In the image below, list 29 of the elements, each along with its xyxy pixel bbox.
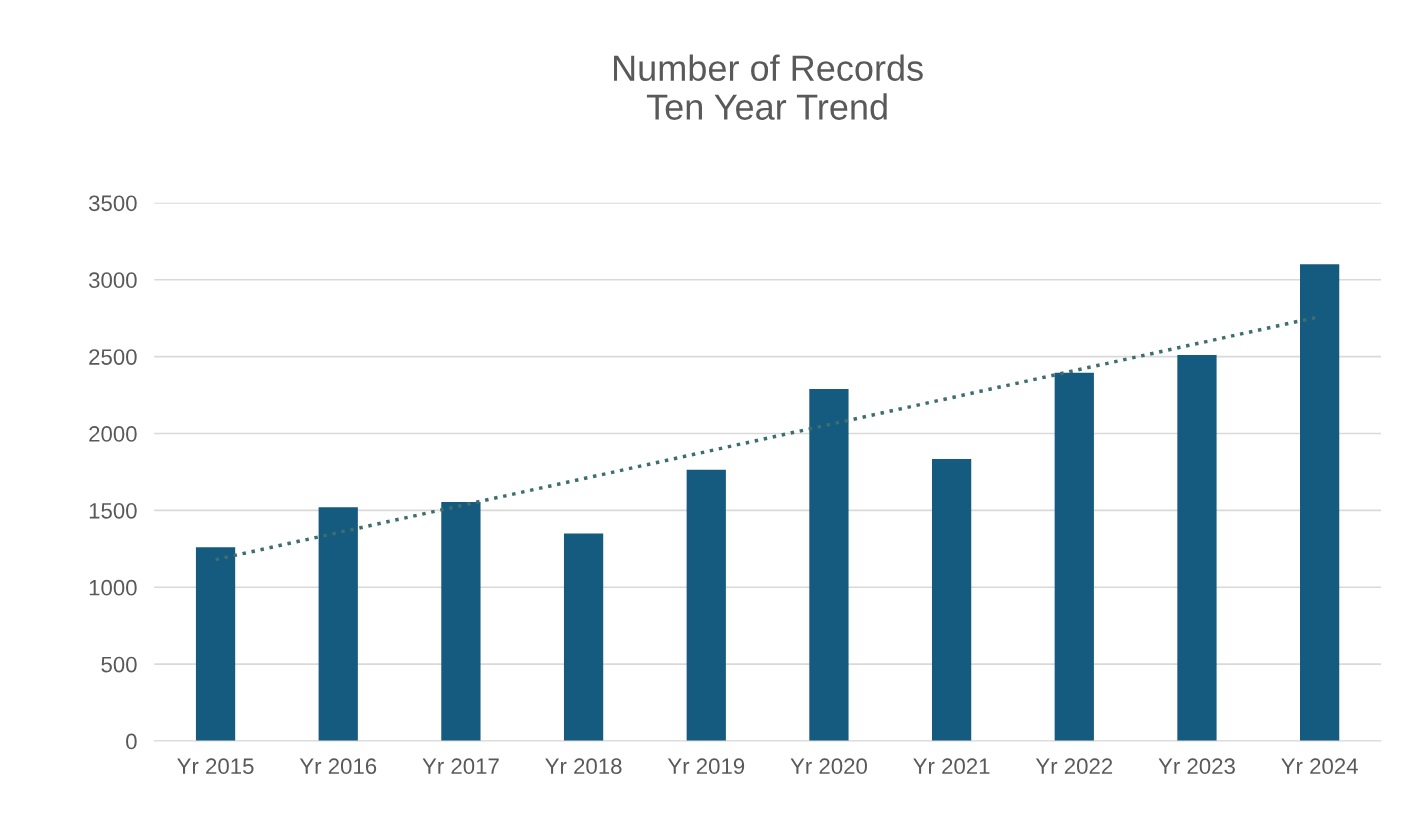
- bar: [1177, 355, 1217, 742]
- x-tick-label: Yr 2018: [545, 758, 622, 775]
- bar: [931, 458, 972, 742]
- x-tick-label: Yr 2019: [667, 758, 745, 775]
- bar: [809, 388, 849, 742]
- x-tick-label: Yr 2022: [1035, 758, 1113, 775]
- x-tick-label: Yr 2020: [790, 758, 867, 775]
- y-tick-label: 0: [126, 733, 137, 750]
- y-tick-label: 2500: [89, 349, 137, 365]
- y-tick-label: 500: [101, 656, 137, 673]
- bar: [1300, 264, 1340, 742]
- y-tick-label: 1500: [89, 502, 137, 519]
- bar: [441, 501, 481, 742]
- y-tick-label: 1000: [89, 579, 137, 596]
- y-tick-label: 3500: [88, 195, 137, 212]
- x-tick-label: Yr 2015: [177, 758, 254, 775]
- x-tick-label: Yr 2017: [422, 758, 499, 775]
- bar: [195, 547, 236, 742]
- chart-title: Number of Records Ten Year Trend: [614, 54, 923, 120]
- y-tick-label: 3000: [88, 272, 137, 289]
- bar: [318, 507, 358, 742]
- bar: [1054, 372, 1094, 742]
- x-tick-label: Yr 2021: [913, 758, 990, 775]
- x-tick-label: Yr 2016: [299, 758, 377, 775]
- x-tick-label: Yr 2023: [1158, 758, 1235, 775]
- bar: [686, 469, 726, 742]
- bar: [563, 533, 604, 742]
- x-tick-label: Yr 2024: [1281, 758, 1358, 775]
- y-tick-label: 2000: [89, 426, 137, 442]
